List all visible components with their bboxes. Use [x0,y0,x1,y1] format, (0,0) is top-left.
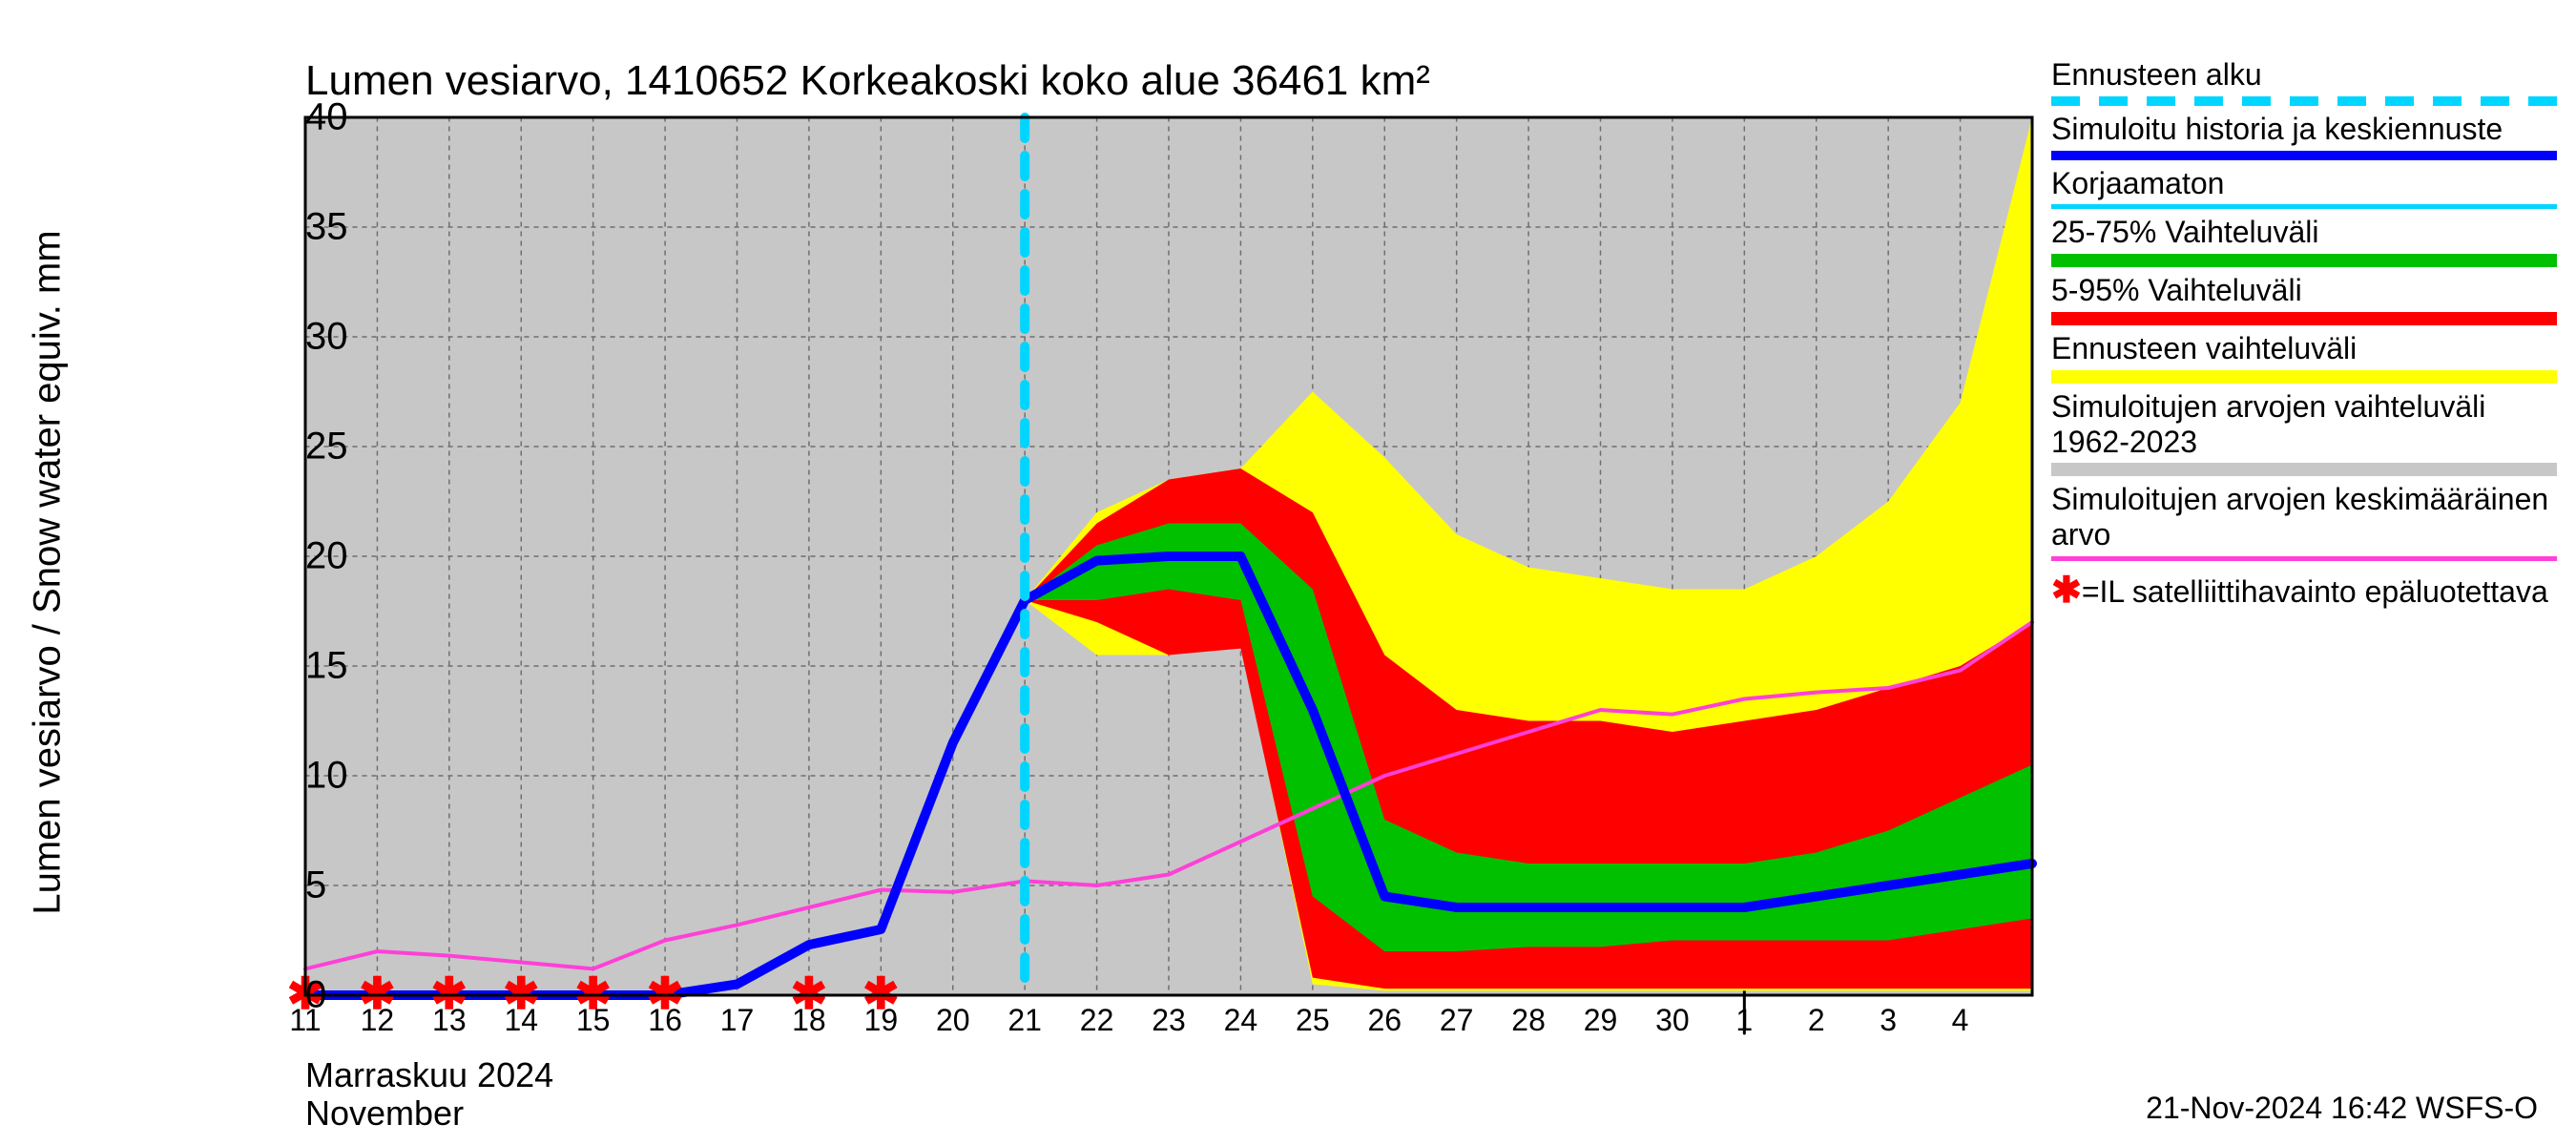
legend-label: Korjaamaton [2051,166,2557,201]
plot-svg: ✱✱✱✱✱✱✱✱ [305,117,2032,995]
x-tick-label: 1 [1735,1003,1753,1038]
x-tick-label: 20 [936,1003,970,1038]
x-tick-label: 3 [1880,1003,1897,1038]
x-tick-label: 17 [720,1003,755,1038]
legend-swatch [2051,556,2557,561]
legend-item: Korjaamaton [2051,166,2557,210]
legend-item: Simuloitujen arvojen vaihteluväli 1962-2… [2051,389,2557,477]
timestamp: 21-Nov-2024 16:42 WSFS-O [2146,1091,2538,1126]
legend-footnote: ✱=IL satelliittihavainto epäluotettava [2051,571,2557,613]
legend-item: 25-75% Vaihteluväli [2051,215,2557,267]
legend-swatch [2051,204,2557,209]
x-tick-label: 12 [361,1003,395,1038]
x-tick-label: 25 [1296,1003,1330,1038]
x-tick-label: 2 [1808,1003,1825,1038]
chart-title: Lumen vesiarvo, 1410652 Korkeakoski koko… [305,57,1430,105]
legend-item: 5-95% Vaihteluväli [2051,273,2557,325]
x-tick-label: 13 [432,1003,467,1038]
legend-label: 25-75% Vaihteluväli [2051,215,2557,250]
legend-item: Simuloitujen arvojen keskimääräinen arvo [2051,482,2557,561]
x-tick-label: 29 [1584,1003,1618,1038]
x-tick-label: 14 [504,1003,538,1038]
x-tick-label: 22 [1080,1003,1114,1038]
legend-item: Ennusteen vaihteluväli [2051,331,2557,384]
x-tick-label: 23 [1152,1003,1186,1038]
legend-item: Ennusteen alku [2051,57,2557,106]
x-tick-label: 11 [289,1003,321,1038]
x-tick-label: 26 [1367,1003,1402,1038]
plot-area: ✱✱✱✱✱✱✱✱ [305,117,2032,995]
x-tick-label: 24 [1224,1003,1258,1038]
legend-item: Simuloitu historia ja keskiennuste [2051,112,2557,160]
legend-swatch [2051,96,2557,106]
legend-swatch [2051,463,2557,476]
legend-label: Ennusteen alku [2051,57,2557,93]
x-tick-label: 27 [1440,1003,1474,1038]
legend: Ennusteen alku Simuloitu historia ja kesk… [2051,57,2557,613]
x-axis-label-2: November [305,1093,464,1134]
legend-swatch [2051,370,2557,384]
x-tick-label: 18 [792,1003,826,1038]
x-tick-label: 28 [1511,1003,1546,1038]
legend-swatch [2051,312,2557,325]
legend-label: 5-95% Vaihteluväli [2051,273,2557,308]
x-tick-label: 4 [1952,1003,1969,1038]
legend-swatch [2051,151,2557,160]
chart-container: Lumen vesiarvo, 1410652 Korkeakoski koko… [0,0,2576,1145]
legend-swatch [2051,254,2557,267]
legend-label: Simuloitujen arvojen vaihteluväli 1962-2… [2051,389,2557,460]
x-axis-label-1: Marraskuu 2024 [305,1055,553,1095]
legend-label: Ennusteen vaihteluväli [2051,331,2557,366]
x-tick-label: 30 [1655,1003,1690,1038]
x-tick-label: 15 [576,1003,611,1038]
legend-label: Simuloitujen arvojen keskimääräinen arvo [2051,482,2557,552]
legend-label: Simuloitu historia ja keskiennuste [2051,112,2557,147]
x-tick-label: 19 [864,1003,899,1038]
x-tick-label: 21 [1008,1003,1042,1038]
x-tick-label: 16 [648,1003,682,1038]
y-axis-label: Lumen vesiarvo / Snow water equiv. mm [27,230,70,914]
